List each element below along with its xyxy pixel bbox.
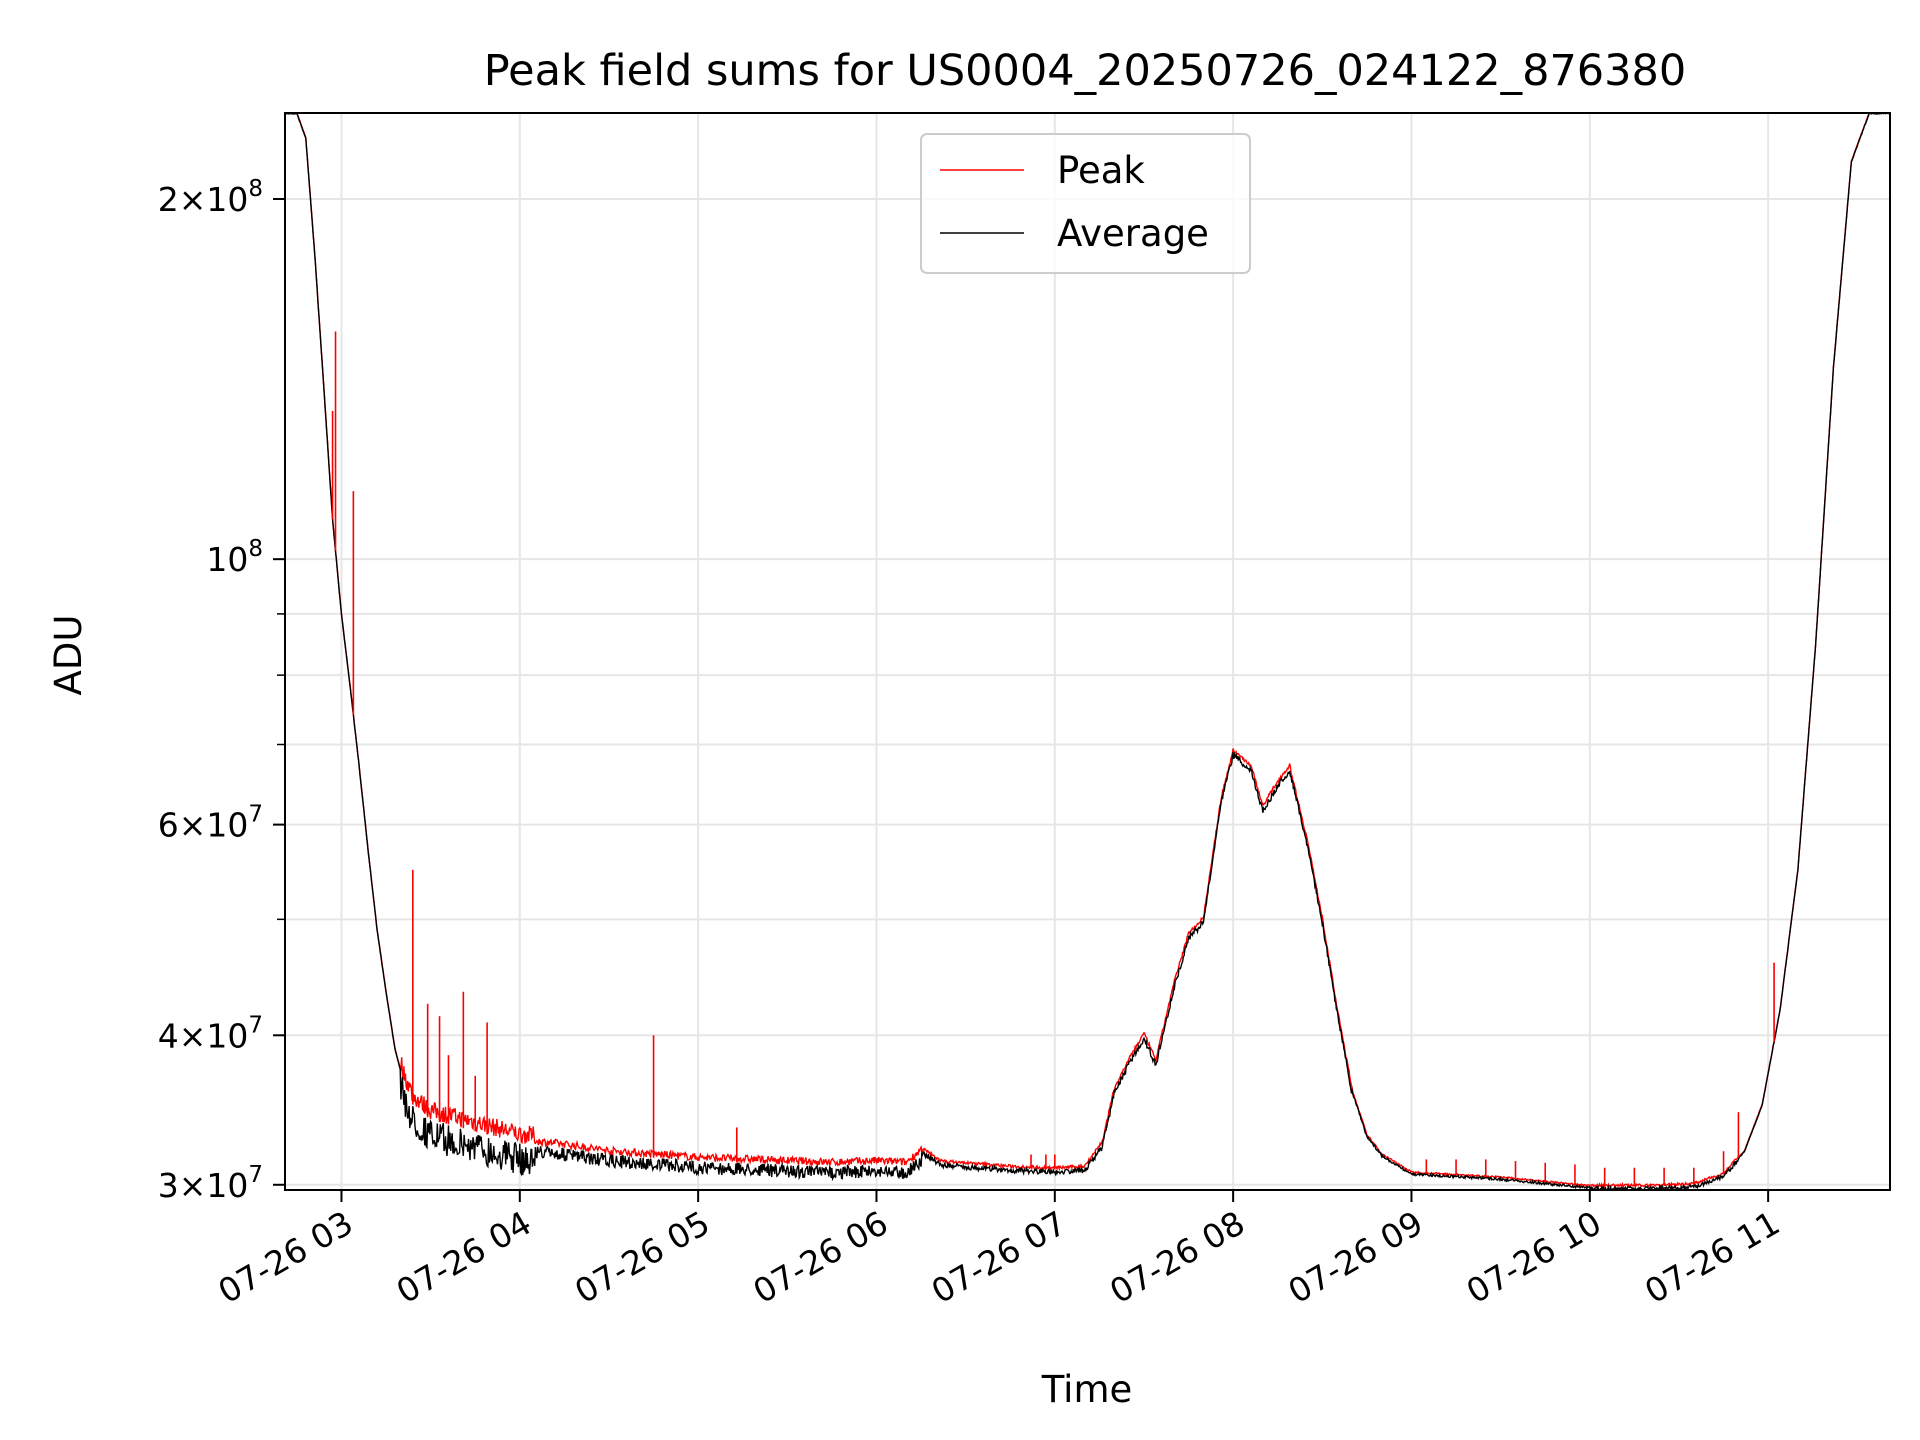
legend-box — [920, 133, 1251, 274]
x-axis-label: Time — [1041, 1368, 1133, 1411]
y-tick-label: 3×107 — [158, 1162, 263, 1205]
x-tick-label: 07-26 11 — [1638, 1203, 1786, 1311]
peak-series-line — [285, 113, 1890, 1189]
grid — [285, 113, 1890, 1190]
chart-title: Peak field sums for US0004_20250726_0241… — [484, 46, 1687, 96]
plot-area-frame — [284, 112, 1891, 1191]
y-tick-label: 2×108 — [158, 176, 263, 219]
x-tick-label: 07-26 05 — [568, 1203, 716, 1311]
x-tick-label: 07-26 04 — [390, 1203, 538, 1311]
x-tick-label: 07-26 03 — [211, 1203, 359, 1311]
series-layer — [285, 113, 1890, 1190]
y-tick-label: 6×107 — [158, 802, 263, 845]
y-axis-ticks: 3×107 4×107 6×107 108 2×108 — [158, 176, 285, 1205]
legend-average-label: Average — [1057, 212, 1209, 255]
legend-peak-label: Peak — [1057, 149, 1145, 192]
x-tick-label: 07-26 08 — [1103, 1203, 1251, 1311]
average-series-line — [285, 113, 1890, 1190]
y-tick-label: 108 — [206, 536, 263, 579]
x-tick-label: 07-26 09 — [1281, 1203, 1429, 1311]
x-tick-label: 07-26 07 — [925, 1203, 1073, 1311]
x-axis-ticks: 07-26 03 07-26 04 07-26 05 07-26 06 07-26 07… — [211, 1190, 1786, 1311]
y-tick-label: 4×107 — [158, 1012, 263, 1055]
legend: Peak Average — [920, 133, 1251, 274]
x-tick-label: 07-26 06 — [746, 1203, 894, 1311]
x-tick-label: 07-26 10 — [1460, 1203, 1608, 1311]
y-axis-label: ADU — [47, 615, 90, 696]
